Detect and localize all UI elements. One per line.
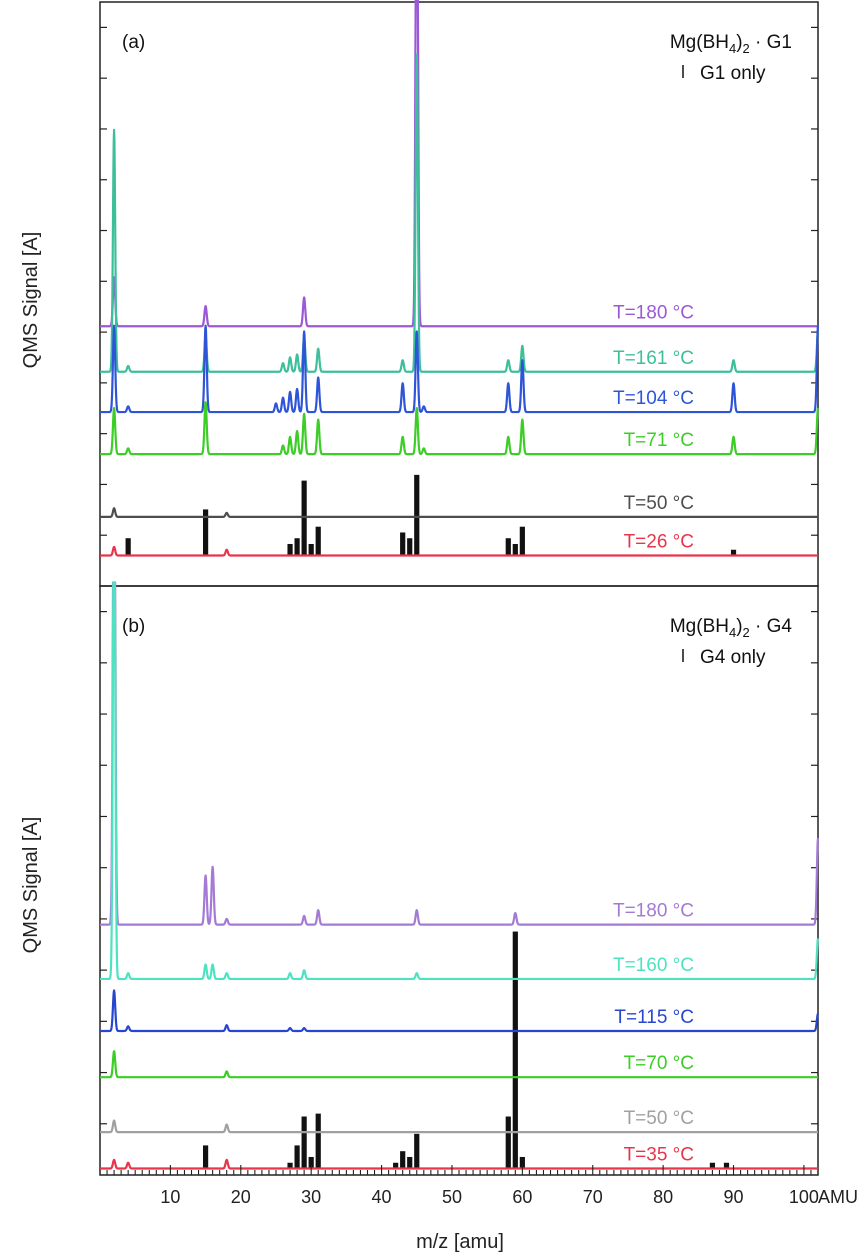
x-axis-label: m/z [amu] (416, 1231, 504, 1253)
reference-stick-mz-60 (519, 1156, 525, 1169)
series-label-a-2: T=104 °C (613, 388, 694, 409)
reference-stick-mz-90 (730, 549, 737, 556)
reference-stick-mz-4 (125, 538, 131, 556)
legend-title-b: Mg(BH4)2 · G4 (670, 616, 793, 640)
series-label-b-0: T=180 °C (613, 901, 694, 922)
x-tick-label-90: 90 (724, 1187, 744, 1207)
reference-stick-mz-89 (723, 1162, 730, 1169)
y-axis-label-b: QMS Signal [A] (20, 817, 42, 954)
panel-b: T=180 °C T=160 °C T=115 °C T=70 °C T=50 °C T=… (99, 581, 820, 1176)
series-label-a-3: T=71 °C (624, 430, 694, 451)
series-label-a-4: T=50 °C (624, 493, 694, 514)
series-line-a-4 (99, 507, 819, 519)
reference-stick-mz-30 (308, 543, 314, 556)
reference-stick-mz-42 (393, 1162, 399, 1169)
x-tick-label-20: 20 (231, 1187, 251, 1207)
series-line-b-2 (99, 989, 820, 1033)
series-line-b-0 (99, 581, 820, 926)
reference-stick-mz-59 (512, 543, 518, 556)
reference-stick-mz-59 (512, 931, 518, 1169)
x-tick-label-40: 40 (372, 1187, 392, 1207)
reference-stick-mz-60 (519, 526, 525, 556)
series-label-b-1: T=160 °C (613, 955, 694, 976)
panel-frame-b (99, 585, 819, 1176)
legend-title-part-0: Mg(BH (670, 32, 729, 53)
legend-title-part-0: Mg(BH (670, 616, 729, 637)
series-label-a-0: T=180 °C (613, 302, 694, 323)
series-line-a-2 (99, 324, 820, 414)
legend-title-a: Mg(BH4)2 · G1 (670, 32, 792, 56)
reference-stick-mz-45 (414, 1133, 420, 1169)
x-tick-label-10: 10 (160, 1187, 180, 1207)
series-label-b-5: T=35 °C (624, 1145, 694, 1166)
legend-title-part-2: ) (736, 616, 742, 637)
reference-stick-mz-43 (400, 532, 406, 556)
y-axis-label-a: QMS Signal [A] (20, 232, 42, 369)
panel-label-a: (a) (122, 32, 145, 53)
series-label-b-4: T=50 °C (624, 1108, 694, 1129)
series-line-b-1 (99, 581, 820, 981)
series-line-a-0 (99, 0, 819, 328)
x-tick-label-70: 70 (583, 1187, 603, 1207)
x-tick-label-50: 50 (442, 1187, 462, 1207)
x-tick-label-60: 60 (512, 1187, 532, 1207)
x-axis: 10 20 30 40 50 60 70 80 90 100 AMU (106, 1165, 858, 1207)
legend-title-part-3: 2 (743, 41, 750, 56)
reference-stick-mz-58 (505, 1116, 511, 1169)
legend-title-part-1: 4 (729, 625, 736, 640)
reference-stick-mz-29 (301, 1116, 307, 1169)
legend-marker-label-a: G1 only (700, 63, 766, 84)
reference-stick-mz-27 (287, 543, 293, 556)
series-label-b-3: T=70 °C (624, 1053, 694, 1074)
legend-marker-label-b: G4 only (700, 647, 766, 668)
series-line-b-3 (99, 1050, 819, 1079)
series-line-a-3 (99, 401, 820, 456)
legend-title-part-3: 2 (743, 625, 750, 640)
reference-stick-mz-15 (202, 509, 209, 556)
series-line-a-5 (99, 545, 819, 557)
reference-stick-mz-15 (202, 1145, 209, 1169)
series-label-a-5: T=26 °C (624, 532, 694, 553)
reference-stick-mz-43 (400, 1151, 406, 1169)
series-label-a-1: T=161 °C (613, 348, 694, 369)
panel-label-b: (b) (122, 616, 145, 637)
series-line-a-1 (99, 53, 820, 373)
reference-stick-mz-58 (505, 538, 511, 556)
legend-title-part-4: · G1 (750, 32, 792, 53)
x-tick-label-80: 80 (653, 1187, 673, 1207)
reference-stick-mz-44 (407, 538, 413, 556)
reference-stick-mz-27 (287, 1162, 293, 1169)
reference-stick-mz-28 (294, 538, 300, 556)
x-tick-label-100: 100 (789, 1187, 819, 1207)
reference-stick-mz-29 (301, 480, 307, 556)
legend-title-part-2: ) (736, 32, 742, 53)
reference-stick-mz-45 (414, 474, 420, 556)
x-tick-label-30: 30 (301, 1187, 321, 1207)
series-line-b-4 (99, 1119, 819, 1134)
reference-stick-mz-28 (294, 1145, 300, 1169)
reference-stick-mz-31 (315, 526, 321, 556)
x-unit-label: AMU (818, 1187, 858, 1207)
legend-title-part-1: 4 (729, 41, 736, 56)
reference-stick-mz-87 (709, 1162, 716, 1169)
panel-a: T=180 °C T=161 °C T=104 °C T=71 °C T=50 °C T=… (99, 0, 820, 587)
series-label-b-2: T=115 °C (614, 1007, 694, 1028)
reference-stick-mz-31 (315, 1113, 321, 1169)
legend-title-part-4: · G4 (750, 616, 793, 637)
panel-frame-a (99, 1, 819, 587)
reference-stick-mz-30 (308, 1156, 314, 1169)
reference-stick-mz-44 (407, 1156, 413, 1169)
series-line-b-5 (99, 1158, 819, 1170)
